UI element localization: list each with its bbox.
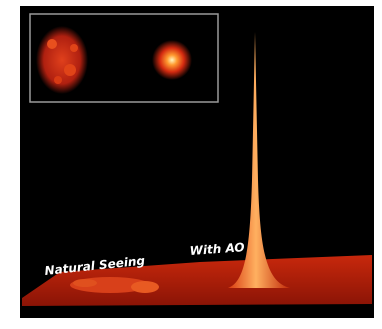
ao-star	[152, 40, 192, 80]
image: Natural Seeing With AO	[0, 0, 382, 329]
seeing-speckle	[36, 26, 88, 94]
